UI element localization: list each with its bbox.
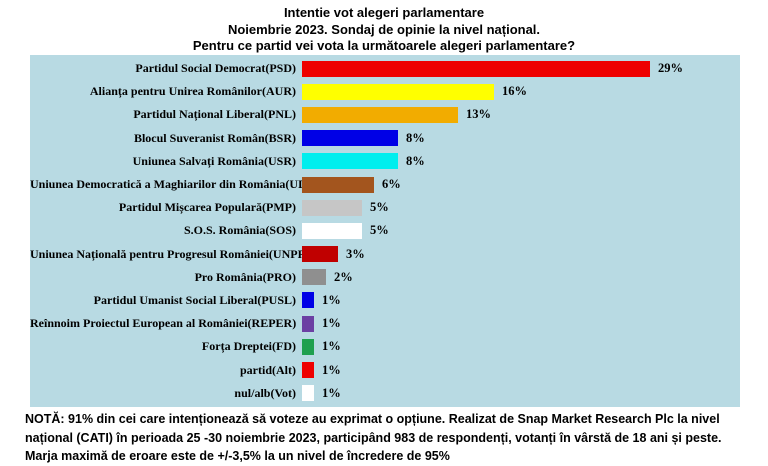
bar — [302, 130, 398, 147]
bar — [302, 199, 362, 216]
category-label: Partidul Umanist Social Liberal(PUSL) — [93, 292, 296, 307]
chart-row: Reînnoim Proiectul European al României(… — [30, 315, 740, 332]
category-label: Pro România(PRO) — [194, 269, 296, 284]
bar — [302, 153, 398, 170]
chart-row: Uniunea Democratică a Maghiarilor din Ro… — [30, 176, 740, 193]
category-label: Alianța pentru Unirea Românilor(AUR) — [89, 84, 296, 99]
chart-row: nul/alb(Vot) 1% — [30, 385, 740, 402]
value-label: 6% — [382, 177, 401, 192]
chart-row: Uniunea Salvați România(USR) 8% — [30, 153, 740, 170]
chart-row: Alianța pentru Unirea Românilor(AUR) 16% — [30, 83, 740, 100]
value-label: 16% — [502, 84, 527, 99]
chart-row: partid(Alt) 1% — [30, 362, 740, 379]
bar — [302, 362, 314, 379]
chart-title-line-3: Pentru ce partid vei vota la următoarele… — [192, 38, 576, 53]
value-label: 5% — [370, 223, 389, 238]
category-label: nul/alb(Vot) — [234, 385, 296, 400]
chart-title-line-1: Intentie vot alegeri parlamentare — [283, 5, 485, 20]
chart-rows: Partidul Social Democrat(PSD) 29% Alianța … — [30, 55, 740, 407]
value-label: 2% — [334, 269, 353, 284]
category-label: S.O.S. România(SOS) — [183, 223, 296, 238]
chart-title: Intentie vot alegeri parlamentare Noiemb… — [0, 5, 768, 55]
chart-row: Partidul Mișcarea Populară(PMP) 5% — [30, 199, 740, 216]
bar — [302, 315, 314, 332]
footnote-line-1: NOTĂ: 91% din cei care intenționează să … — [25, 412, 720, 426]
category-label: Uniunea Națională pentru Progresul Român… — [30, 246, 311, 261]
value-label: 3% — [346, 246, 365, 261]
chart-row: Partidul Național Liberal(PNL) 13% — [30, 106, 740, 123]
chart-row: Forța Dreptei(FD) 1% — [30, 338, 740, 355]
category-label: Partidul Mișcarea Populară(PMP) — [118, 200, 296, 215]
category-label: Reînnoim Proiectul European al României(… — [30, 316, 297, 331]
value-label: 1% — [322, 339, 341, 354]
chart-row: Partidul Social Democrat(PSD) 29% — [30, 60, 740, 77]
bar — [302, 385, 314, 402]
chart-row: Uniunea Națională pentru Progresul Român… — [30, 246, 740, 263]
bar — [302, 60, 650, 77]
bar — [302, 338, 314, 355]
category-label: Forța Dreptei(FD) — [201, 339, 296, 354]
value-label: 1% — [322, 316, 341, 331]
category-label: Uniunea Democratică a Maghiarilor din Ro… — [30, 177, 331, 192]
bar — [302, 269, 326, 286]
bar — [302, 246, 338, 263]
bar — [302, 83, 494, 100]
bar — [302, 222, 362, 239]
value-label: 13% — [466, 107, 491, 122]
value-label: 8% — [406, 130, 425, 145]
category-label: Blocul Suveranist Român(BSR) — [133, 130, 296, 145]
value-label: 1% — [322, 385, 341, 400]
category-label: Partidul Social Democrat(PSD) — [135, 61, 296, 76]
chart-title-line-2: Noiembrie 2023. Sondaj de opinie la nive… — [227, 21, 541, 37]
bar — [302, 292, 314, 309]
bar — [302, 176, 374, 193]
category-label: Uniunea Salvați România(USR) — [132, 153, 296, 168]
bar — [302, 106, 458, 123]
plot-area: Partidul Social Democrat(PSD) 29% Alianța … — [30, 55, 740, 407]
chart-row: Pro România(PRO) 2% — [30, 269, 740, 286]
value-label: 1% — [322, 292, 341, 307]
footnote: NOTĂ: 91% din cei care intenționează să … — [25, 410, 765, 466]
category-label: Partidul Național Liberal(PNL) — [133, 107, 296, 122]
footnote-line-2: național (CATI) în perioada 25 -30 noiem… — [25, 430, 722, 445]
chart-row: S.O.S. România(SOS) 5% — [30, 222, 740, 239]
chart-row: Partidul Umanist Social Liberal(PUSL) 1% — [30, 292, 740, 309]
value-label: 29% — [658, 61, 683, 76]
value-label: 5% — [370, 200, 389, 215]
category-label: partid(Alt) — [240, 362, 296, 377]
value-label: 8% — [406, 153, 425, 168]
footnote-line-3: Marja maximă de eroare este de +/-3,5% l… — [25, 449, 450, 463]
value-label: 1% — [322, 362, 341, 377]
chart-row: Blocul Suveranist Român(BSR) 8% — [30, 130, 740, 147]
